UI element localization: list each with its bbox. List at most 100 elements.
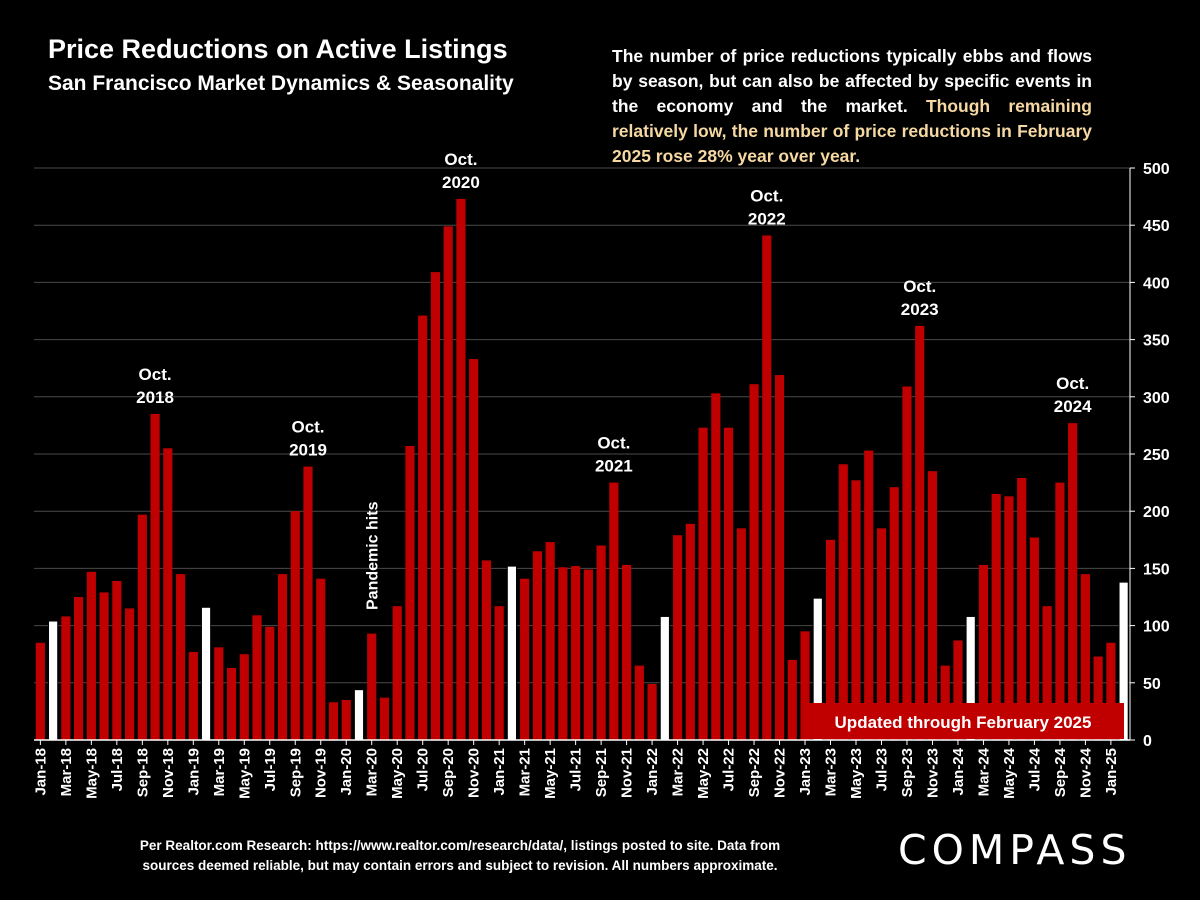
y-tick-label: 300 <box>1143 390 1170 407</box>
annotation-month: Oct. <box>1056 374 1089 393</box>
bar <box>978 564 989 740</box>
x-tick-label: Jul-21 <box>568 748 585 791</box>
x-tick-label: Nov-20 <box>466 748 483 798</box>
bar <box>953 640 963 740</box>
bar <box>481 560 492 740</box>
bar <box>838 464 848 740</box>
bar <box>787 659 797 740</box>
y-tick-label: 50 <box>1143 676 1161 693</box>
bar <box>940 665 950 740</box>
bar <box>532 551 542 740</box>
bar <box>558 567 568 740</box>
bar <box>239 654 249 740</box>
y-tick-label: 500 <box>1143 161 1170 178</box>
annotation-month: Oct. <box>139 365 172 384</box>
bar <box>571 566 581 740</box>
bar <box>328 702 339 740</box>
bar <box>290 511 300 740</box>
description-highlight: Though remaining relatively low, the num… <box>612 96 1092 166</box>
x-tick-label: May-20 <box>389 748 406 799</box>
footnote-line-1: Per Realtor.com Research: https://www.re… <box>139 838 781 853</box>
bar <box>392 606 402 740</box>
bar <box>443 226 453 740</box>
x-tick-label: Nov-19 <box>313 748 330 798</box>
bar <box>1042 606 1052 740</box>
y-tick-label: 450 <box>1143 218 1170 235</box>
x-tick-label: Jan-22 <box>644 748 661 796</box>
bar <box>1055 482 1065 740</box>
bar <box>520 578 530 740</box>
bar <box>86 571 96 740</box>
bar <box>61 616 71 740</box>
annotation-month: Oct. <box>444 150 477 169</box>
x-tick-label: Jan-24 <box>950 747 967 795</box>
bar <box>545 542 555 740</box>
bar <box>137 514 147 740</box>
annotation-year: 2022 <box>748 209 786 228</box>
bar <box>596 545 606 740</box>
annotation-month: Oct. <box>597 434 630 453</box>
bar <box>1106 642 1116 740</box>
x-tick-label: Mar-21 <box>517 748 534 796</box>
bar <box>252 615 262 740</box>
x-tick-label: Jan-21 <box>491 748 508 796</box>
x-tick-label: Mar-22 <box>670 748 687 796</box>
bar <box>825 539 836 740</box>
y-tick-label: 150 <box>1143 561 1170 578</box>
x-tick-label: May-23 <box>848 748 865 799</box>
x-tick-label: Jan-18 <box>32 748 49 796</box>
bar <box>634 665 644 740</box>
x-tick-label: Jan-19 <box>185 748 202 796</box>
annotation-year: 2024 <box>1054 397 1092 416</box>
update-banner-text: Updated through February 2025 <box>835 713 1092 732</box>
compass-logo: COMPASS <box>898 826 1132 874</box>
y-tick-label: 0 <box>1143 733 1152 750</box>
annotation-year: 2018 <box>136 388 174 407</box>
bar <box>405 445 415 740</box>
x-tick-label: Mar-18 <box>58 748 75 796</box>
bar <box>609 482 619 740</box>
x-tick-label: Sep-18 <box>134 748 151 797</box>
x-tick-label: Sep-22 <box>746 748 763 797</box>
bar-january <box>659 615 670 741</box>
annotation-month: Oct. <box>903 277 936 296</box>
bar <box>418 315 428 740</box>
bar <box>927 471 938 740</box>
x-tick-label: Jul-23 <box>873 748 890 791</box>
bar <box>1068 423 1078 740</box>
x-tick-label: Sep-19 <box>287 748 304 797</box>
bar <box>367 633 377 740</box>
x-tick-label: Sep-20 <box>440 748 457 797</box>
bar <box>175 574 186 740</box>
x-tick-label: Jan-25 <box>1103 748 1120 796</box>
update-banner-box <box>803 703 1124 739</box>
y-tick-label: 400 <box>1143 275 1170 292</box>
x-tick-label: May-21 <box>542 748 559 799</box>
annotation-month: Oct. <box>291 418 324 437</box>
bar-january <box>506 565 517 741</box>
bar <box>622 564 632 740</box>
x-tick-label: Nov-22 <box>772 748 789 798</box>
bar <box>876 528 887 740</box>
x-tick-label: Jul-18 <box>109 748 126 791</box>
y-tick-label: 350 <box>1143 333 1170 350</box>
bar <box>749 384 759 740</box>
y-tick-label: 100 <box>1143 619 1170 636</box>
bar <box>379 697 390 740</box>
bar <box>124 608 135 740</box>
bar <box>226 667 237 740</box>
chart-title: Price Reductions on Active Listings <box>48 34 508 64</box>
x-tick-label: Nov-23 <box>924 748 941 798</box>
bar <box>214 647 224 740</box>
x-tick-label: May-24 <box>1001 747 1018 799</box>
bar <box>800 631 810 740</box>
bar <box>1017 478 1027 740</box>
bar <box>711 393 721 740</box>
x-tick-label: Nov-18 <box>160 748 177 798</box>
bar <box>163 448 173 740</box>
x-tick-label: May-18 <box>83 748 100 799</box>
footnote-line-2: sources deemed reliable, but may contain… <box>142 858 778 873</box>
bar <box>762 235 772 740</box>
bar <box>851 480 861 740</box>
description-main: The number of price reductions typically… <box>612 46 1092 116</box>
